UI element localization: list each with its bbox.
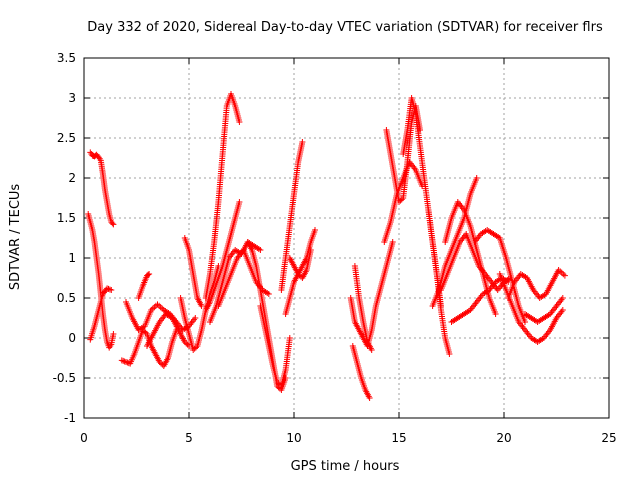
data-point xyxy=(121,358,128,365)
plot-frame xyxy=(83,57,610,419)
data-point xyxy=(398,196,405,203)
series-arc-o xyxy=(257,303,293,389)
data-point xyxy=(109,220,116,227)
series-arc-j xyxy=(202,91,243,301)
x-tick-label: 10 xyxy=(286,431,301,445)
data-point xyxy=(183,340,190,347)
series-arc-ae xyxy=(496,271,566,345)
data-point xyxy=(561,272,568,279)
x-tick-label: 15 xyxy=(391,431,406,445)
series-arc-ad xyxy=(471,227,528,325)
data-point xyxy=(106,286,113,293)
x-tick-label: 25 xyxy=(601,431,616,445)
data-point xyxy=(396,199,402,205)
series-arc-p xyxy=(278,139,306,293)
axis-ticks: -1 -0.5 0 0.5 1 1.5 2 2.5 3 3.5 0 5 10 15 20 25 xyxy=(53,51,617,445)
data-point xyxy=(296,272,303,279)
y-tick-label: -1 xyxy=(64,411,76,425)
data-point xyxy=(366,395,373,401)
data-point xyxy=(307,247,314,253)
data-point xyxy=(265,291,272,297)
y-tick-label: 1.5 xyxy=(57,211,76,225)
data-point xyxy=(118,357,125,364)
series-arc-y xyxy=(425,207,453,357)
data-point xyxy=(191,345,198,352)
x-tick-label: 5 xyxy=(185,431,193,445)
series-arc-k xyxy=(202,199,243,313)
y-tick-label: 2.5 xyxy=(57,131,76,145)
series-arc-t xyxy=(349,343,373,401)
x-tick-label: 0 xyxy=(80,431,88,445)
data-point xyxy=(184,341,191,348)
data-point xyxy=(389,239,396,245)
data-point xyxy=(236,199,243,205)
data-point xyxy=(274,379,281,385)
data-point xyxy=(158,360,164,367)
series-arc-ac xyxy=(448,275,512,325)
x-tick-label: 20 xyxy=(496,431,511,445)
data-point xyxy=(190,347,197,353)
data-point xyxy=(198,303,205,309)
data-point xyxy=(397,197,404,204)
y-tick-label: 3.5 xyxy=(57,51,76,65)
data-point xyxy=(492,311,499,317)
grid-lines xyxy=(84,58,609,418)
data-point xyxy=(473,175,480,181)
data-point xyxy=(145,271,152,278)
y-tick-label: 0.5 xyxy=(57,291,76,305)
y-tick-label: 1 xyxy=(68,251,76,265)
y-tick-label: 2 xyxy=(68,171,76,185)
data-point xyxy=(124,359,131,366)
series-arc-c xyxy=(87,285,115,343)
data-point xyxy=(123,359,129,365)
series-arc-a xyxy=(87,149,117,228)
data-point xyxy=(295,271,302,277)
data-point xyxy=(299,139,306,145)
series-arc-r xyxy=(286,247,314,281)
data-points xyxy=(85,91,568,401)
data-point xyxy=(286,335,293,341)
series-arc-u xyxy=(351,263,375,353)
data-point xyxy=(275,380,282,387)
data-point xyxy=(193,344,199,351)
y-tick-label: 3 xyxy=(68,91,76,105)
data-point xyxy=(142,329,149,336)
data-point xyxy=(141,328,148,335)
data-point xyxy=(181,339,188,345)
data-point xyxy=(120,357,127,364)
x-axis-label: GPS time / hours xyxy=(291,459,400,474)
data-point xyxy=(257,247,264,253)
data-point xyxy=(522,319,528,325)
series-arc-i xyxy=(181,235,205,309)
series-arc-g xyxy=(144,311,192,349)
series-arc-af xyxy=(505,267,568,301)
chart-title: Day 332 of 2020, Sidereal Day-to-day VTE… xyxy=(87,20,603,35)
y-tick-label: -0.5 xyxy=(53,371,76,385)
data-point xyxy=(368,347,375,353)
data-point xyxy=(559,307,566,313)
data-point xyxy=(110,221,117,228)
data-point xyxy=(108,287,115,293)
series-arc-ag xyxy=(522,295,566,325)
y-tick-label: 0 xyxy=(68,331,76,345)
data-point xyxy=(104,285,111,292)
series-arc-b xyxy=(85,211,117,351)
data-point xyxy=(105,285,112,292)
data-point xyxy=(156,359,163,365)
data-point xyxy=(446,351,453,357)
data-point xyxy=(110,331,117,337)
data-point xyxy=(236,119,243,125)
series-arc-f xyxy=(135,271,153,301)
y-axis-label: SDTVAR / TECUs xyxy=(8,184,23,291)
data-point xyxy=(312,227,318,233)
data-point xyxy=(192,315,199,321)
data-point xyxy=(146,271,153,277)
data-point xyxy=(559,295,566,301)
